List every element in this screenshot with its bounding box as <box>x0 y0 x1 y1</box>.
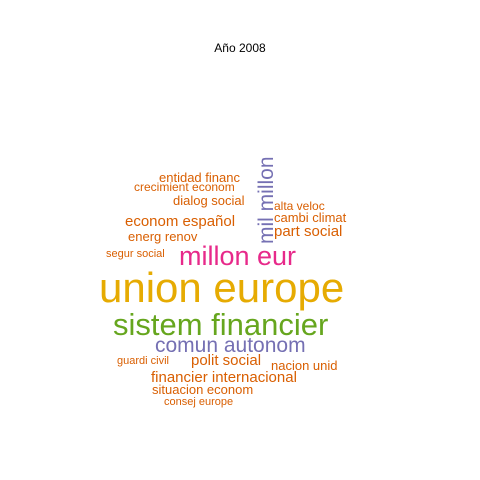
word-guardi-civil: guardi civil <box>117 355 169 367</box>
word-situacion-econom: situacion econom <box>152 382 254 397</box>
word-comun-autonom: comun autonom <box>155 334 306 357</box>
word-sistem-financier: sistem financier <box>113 307 329 342</box>
word-energ-renov: energ renov <box>128 229 198 244</box>
word-financier-internacional: financier internacional <box>151 369 297 386</box>
word-nacion-unid: nacion unid <box>271 358 338 373</box>
word-part-social: part social <box>274 223 343 240</box>
word-dialog-social: dialog social <box>173 193 245 208</box>
word-econom-espanol: econom español <box>125 213 236 230</box>
word-mil-millon: mil millon <box>255 156 278 244</box>
word-crecimient-econom: crecimient econom <box>134 180 235 194</box>
word-polit-social: polit social <box>191 352 262 369</box>
word-cambi-climat: cambi climat <box>274 210 347 225</box>
word-segur-social: segur social <box>106 248 165 260</box>
word-alta-veloc: alta veloc <box>274 199 325 213</box>
word-millon-eur: millon eur <box>179 241 297 271</box>
word-consej-europe: consej europe <box>164 396 234 408</box>
word-entidad-financ: entidad financ <box>159 170 240 185</box>
word-union-europe: union europe <box>99 264 345 311</box>
chart-title: Año 2008 <box>214 41 266 55</box>
